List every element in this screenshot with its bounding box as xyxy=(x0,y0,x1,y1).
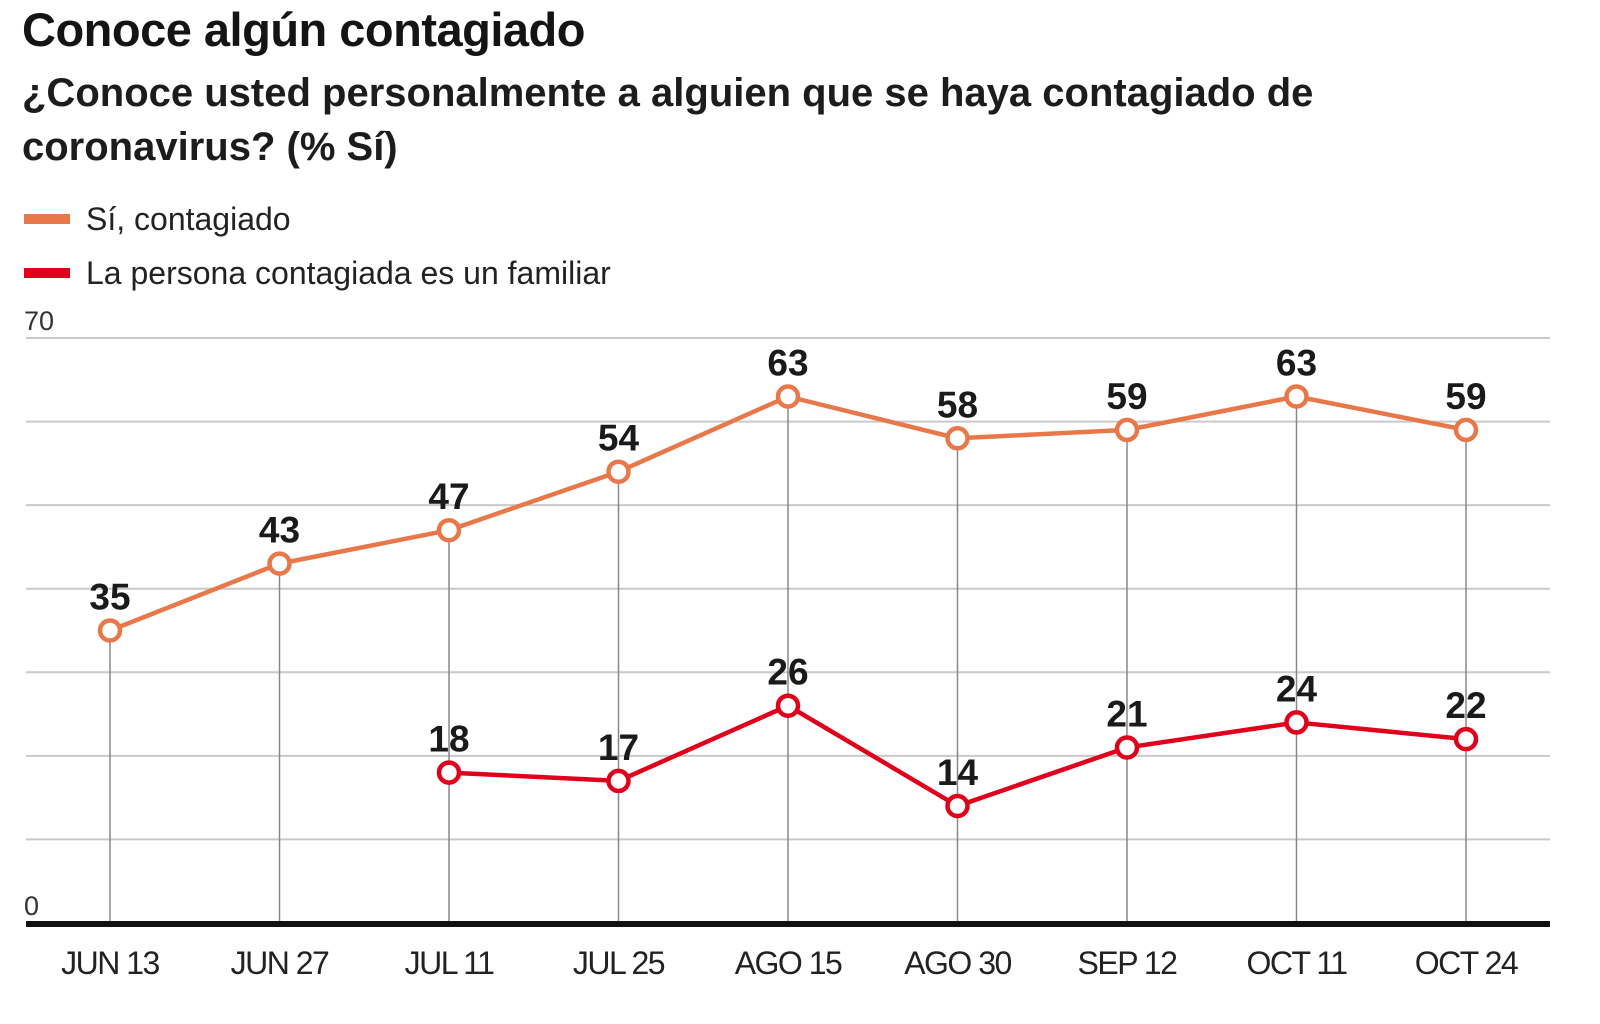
x-tick-label: AGO 30 xyxy=(904,945,1011,981)
data-label: 24 xyxy=(1276,668,1318,709)
data-label: 59 xyxy=(1445,376,1486,417)
data-label: 63 xyxy=(767,343,808,384)
y-axis-labels: 0 70 xyxy=(24,306,54,921)
x-tick-label: JUN 27 xyxy=(231,945,329,981)
data-label: 22 xyxy=(1445,685,1486,726)
data-point xyxy=(606,768,631,794)
chart-subtitle: ¿Conoce usted personalmente a alguien qu… xyxy=(22,71,1314,169)
legend-item-familiar: La persona contagiada es un familiar xyxy=(24,246,611,300)
x-tick-label: OCT 24 xyxy=(1415,945,1518,981)
data-point xyxy=(436,760,462,785)
data-label: 43 xyxy=(259,510,300,551)
data-label: 47 xyxy=(428,476,469,517)
data-point xyxy=(1453,726,1479,752)
vertical-guides xyxy=(109,396,1467,923)
data-label: 18 xyxy=(428,719,469,760)
legend-item-contagiado: Sí, contagiado xyxy=(24,192,611,246)
data-point xyxy=(267,551,292,576)
data-point xyxy=(436,517,462,543)
data-point xyxy=(945,426,970,451)
data-label: 35 xyxy=(89,577,130,618)
x-tick-label: JUN 13 xyxy=(61,945,159,981)
series-group xyxy=(97,384,1479,819)
data-point xyxy=(606,459,631,484)
legend-swatch-familiar xyxy=(24,268,70,278)
legend: Sí, contagiado La persona contagiada es … xyxy=(24,192,611,300)
data-label: 14 xyxy=(937,752,979,793)
data-label: 17 xyxy=(598,727,639,768)
x-tick-label: AGO 15 xyxy=(735,945,842,981)
data-label: 26 xyxy=(767,652,808,693)
data-point xyxy=(1284,384,1309,409)
data-point xyxy=(775,384,801,409)
data-label: 54 xyxy=(598,418,640,459)
data-point xyxy=(1284,710,1309,735)
chart-title: Conoce algún contagiado xyxy=(22,3,585,56)
data-point xyxy=(775,693,801,718)
data-label: 63 xyxy=(1276,343,1317,384)
x-tick-label: OCT 11 xyxy=(1246,945,1347,981)
data-point xyxy=(1114,417,1140,443)
data-point xyxy=(1114,735,1140,760)
x-tick-label: JUL 25 xyxy=(573,945,665,981)
data-point xyxy=(945,793,970,819)
data-labels: 35 43 47 54 63 58 59 63 59 18 17 26 14 21 24 22 xyxy=(89,343,1486,794)
data-label: 21 xyxy=(1106,694,1147,735)
data-label: 59 xyxy=(1106,376,1147,417)
legend-label-contagiado: Sí, contagiado xyxy=(86,200,291,237)
data-point xyxy=(97,618,123,643)
x-tick-label: JUL 11 xyxy=(405,945,495,981)
y-tick-label: 70 xyxy=(24,306,54,336)
legend-label-familiar: La persona contagiada es un familiar xyxy=(86,254,611,291)
data-point xyxy=(1453,417,1479,443)
x-axis-labels: JUN 13 JUN 27 JUL 11 JUL 25 AGO 15 AGO 30 SEP … xyxy=(61,945,1519,981)
y-tick-label: 0 xyxy=(24,891,39,921)
legend-swatch-contagiado xyxy=(24,214,70,224)
x-tick-label: SEP 12 xyxy=(1078,945,1178,981)
data-label: 58 xyxy=(937,384,978,425)
